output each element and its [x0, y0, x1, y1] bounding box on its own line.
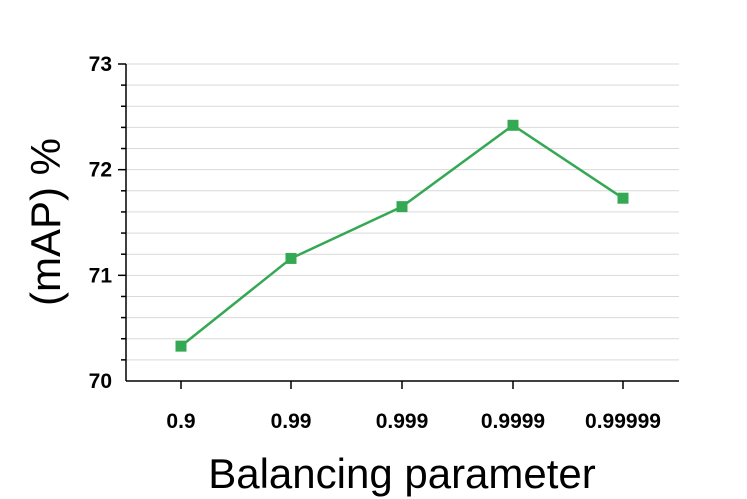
series-line — [180, 123, 624, 348]
y-tick-label: 72 — [89, 159, 112, 182]
x-tick-label: 0.9 — [166, 410, 195, 433]
x-axis-title: Balancing parameter — [208, 450, 596, 497]
x-tick-label: 0.99999 — [585, 410, 661, 433]
series — [175, 119, 629, 352]
data-point — [396, 201, 408, 213]
y-tick-label: 71 — [89, 264, 113, 287]
x-tick-label: 0.999 — [376, 410, 429, 433]
y-tick-labels: 70 71 72 73 — [89, 53, 113, 393]
data-point — [617, 192, 629, 204]
x-tick-labels: 0.9 0.99 0.999 0.9999 0.99999 — [166, 410, 661, 433]
y-tick-label: 70 — [89, 370, 112, 393]
data-point — [507, 119, 519, 131]
x-tick-label: 0.99 — [271, 410, 312, 433]
gridlines — [126, 63, 679, 361]
y-axis-title: (mAP) % — [22, 138, 69, 306]
x-tick-label: 0.9999 — [481, 410, 545, 433]
y-tick-label: 73 — [89, 53, 112, 76]
data-point — [285, 252, 297, 264]
axes — [118, 63, 679, 389]
data-point — [175, 340, 187, 352]
